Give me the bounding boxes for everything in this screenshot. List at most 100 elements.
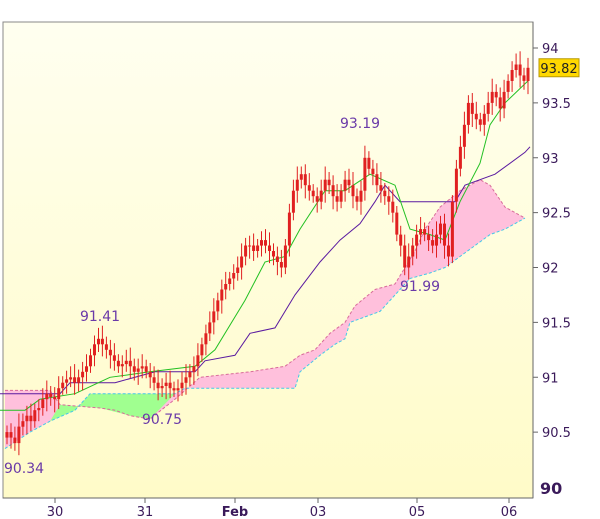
candle [132,358,136,381]
candle [65,370,69,394]
candle [387,186,391,215]
candle [427,225,431,251]
candle [526,57,530,95]
candle [9,423,13,449]
candle [403,234,407,276]
candle [435,221,438,258]
candle [375,163,379,193]
candle [108,339,112,369]
candle [204,324,208,356]
candle [252,233,256,261]
candle [383,183,387,205]
candle [283,239,287,275]
candle [208,311,212,341]
candle [120,355,124,378]
cloud-lower-span [4,217,526,450]
candle [423,222,427,242]
ichimoku-cloud [5,179,525,449]
candle [335,184,339,212]
candle [112,343,116,371]
candle [371,159,375,186]
candle [307,173,311,201]
y-tick-label: 92 [542,262,559,277]
candle [224,271,228,300]
candle [232,264,236,290]
candle [264,229,267,254]
candle [29,403,33,431]
candle [73,364,77,395]
candle [49,386,53,406]
candle [347,168,351,193]
candle [93,335,96,367]
candle [140,354,144,379]
candle [379,172,383,203]
price-annotation: 91.41 [80,309,120,325]
candle [295,166,299,203]
candle [443,213,446,259]
candle [200,337,204,362]
candle [395,206,399,242]
candle [168,370,172,399]
candle [248,235,252,259]
candle [81,361,85,391]
x-tick-label: 30 [47,505,64,519]
candle [419,217,423,245]
candle [287,203,291,257]
candle [144,359,148,379]
candle [57,376,61,410]
candle [152,366,156,391]
candle [196,343,200,377]
candle [33,403,37,428]
ichimoku-cloud-twist [50,393,175,422]
candle [291,179,295,221]
candle [17,413,21,456]
candle [61,376,65,395]
x-tick-label: 03 [310,505,327,519]
candle [319,179,323,210]
candle [454,159,458,213]
candle [180,371,184,396]
y-base-label: 90 [540,479,562,498]
candle [407,243,411,280]
candle [172,381,176,397]
candle [260,231,263,257]
candle [510,61,514,92]
candle [447,233,450,267]
x-tick-label: 05 [409,505,426,519]
candle [37,399,41,422]
candle [128,347,132,379]
price-annotation: 91.99 [400,279,440,295]
candle [339,184,343,209]
last-price-badge [538,58,580,78]
candle [244,237,248,266]
y-tick-label: 92.5 [542,207,571,222]
candle [450,195,454,264]
candle [69,366,73,388]
candle [367,151,371,176]
candle [228,271,232,291]
candle [116,354,120,373]
candle [363,145,367,201]
candle [275,246,279,276]
candle [331,175,335,210]
candle [104,336,108,359]
cloud-upper-span [5,179,526,420]
price-annotation: 93.19 [340,116,380,132]
y-tick-label: 90.5 [542,426,571,441]
candle [415,224,419,259]
candle [89,348,92,373]
x-tick-label: Feb [222,505,248,519]
candle [136,358,140,385]
candle [220,279,224,314]
candle [506,74,510,99]
candle [498,87,502,122]
candle [256,239,260,258]
candle [391,189,395,223]
candle [359,180,363,215]
y-tick-label: 91 [542,371,559,386]
candle [5,425,9,445]
candle [522,67,526,90]
candle [236,256,240,281]
